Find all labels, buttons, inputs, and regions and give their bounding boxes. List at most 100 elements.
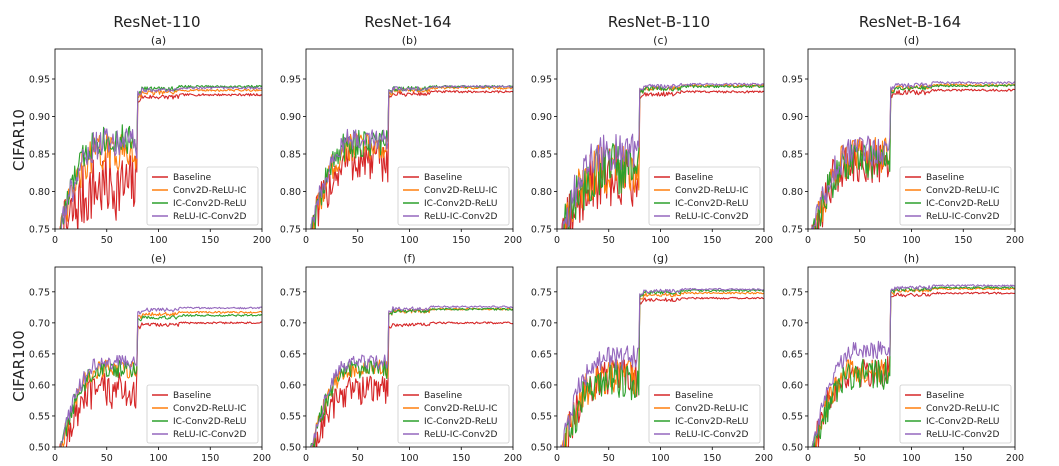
panel-label: (a) [151, 34, 166, 47]
legend: Baseline Conv2D-ReLU-IC IC-Conv2D-ReLU ReLU… [397, 166, 510, 226]
y-tick-label: 0.55 [29, 411, 50, 422]
series-line-relu-ic-conv2d [310, 305, 513, 447]
legend: Baseline Conv2D-ReLU-IC IC-Conv2D-ReLU ReLU… [397, 384, 510, 444]
legend-entry: Conv2D-ReLU-IC [424, 404, 497, 414]
y-tick-label: 0.50 [29, 443, 50, 454]
y-tick-label: 0.85 [531, 150, 552, 161]
legend-box [146, 384, 259, 444]
y-tick-label: 0.75 [29, 287, 50, 298]
legend-entry: IC-Conv2D-ReLU [173, 417, 246, 427]
legend: Baseline Conv2D-ReLU-IC IC-Conv2D-ReLU ReLU… [146, 384, 259, 444]
y-tick-label: 0.80 [782, 187, 803, 198]
series-line-relu-ic-conv2d [811, 81, 1015, 229]
series-line-relu-ic-conv2d [560, 287, 764, 447]
x-tick-label: 200 [1006, 235, 1024, 246]
series-line-relu-ic-conv2d [811, 284, 1015, 447]
x-tick-label: 50 [603, 235, 615, 246]
series-line-relu-ic-conv2d [562, 82, 764, 229]
x-tick-label: 0 [303, 453, 309, 464]
legend: Baseline Conv2D-ReLU-IC IC-Conv2D-ReLU ReLU… [648, 384, 761, 444]
y-tick-label: 0.90 [29, 112, 50, 123]
x-tick-label: 200 [755, 453, 773, 464]
series-line-baseline [312, 321, 513, 447]
series-line-baseline [312, 90, 513, 229]
series-line-baseline [811, 88, 1015, 229]
legend-entry: IC-Conv2D-ReLU [675, 417, 748, 427]
panel-f: (f) 0 50 100 150 200 0.50 0.55 0.60 0.65 0.70 0.75 B… [280, 252, 522, 464]
row-label-cifar100: CIFAR100 [10, 330, 28, 401]
y-tick-label: 0.55 [531, 411, 552, 422]
row-label-cifar10: CIFAR10 [10, 109, 28, 171]
y-tick-label: 0.65 [782, 349, 803, 360]
x-tick-label: 150 [452, 453, 470, 464]
legend-entry: Conv2D-ReLU-IC [926, 404, 999, 414]
y-tick-label: 0.60 [531, 380, 552, 391]
panel-label: (g) [653, 252, 669, 265]
column-title-1: ResNet-110 [113, 13, 200, 31]
y-tick-label: 0.50 [531, 443, 552, 454]
y-tick-label: 0.65 [531, 349, 552, 360]
legend-entry: Conv2D-ReLU-IC [424, 186, 497, 196]
legend-entry: ReLU-IC-Conv2D [424, 212, 498, 222]
y-tick-label: 0.60 [280, 380, 301, 391]
series-line-baseline [561, 90, 764, 229]
legend-entry: IC-Conv2D-ReLU [424, 417, 497, 427]
legend-box [899, 166, 1012, 226]
column-title-4: ResNet-B-164 [859, 13, 961, 31]
y-tick-label: 0.75 [280, 287, 301, 298]
x-tick-label: 0 [52, 453, 58, 464]
y-tick-label: 0.50 [782, 443, 803, 454]
legend-entry: IC-Conv2D-ReLU [675, 199, 748, 209]
series-line-ic-conv2d-relu [564, 289, 764, 447]
x-tick-label: 150 [954, 235, 972, 246]
y-tick-label: 0.60 [782, 380, 803, 391]
panel-label: (h) [904, 252, 920, 265]
legend-entry: IC-Conv2D-ReLU [173, 199, 246, 209]
series-line-relu-ic-conv2d [60, 306, 262, 447]
legend-entry: Conv2D-ReLU-IC [173, 186, 246, 196]
legend: Baseline Conv2D-ReLU-IC IC-Conv2D-ReLU ReLU… [899, 384, 1012, 444]
y-tick-label: 0.55 [280, 411, 301, 422]
legend-entry: Baseline [675, 391, 714, 401]
x-tick-label: 50 [603, 453, 615, 464]
legend-entry: Baseline [173, 391, 212, 401]
y-tick-label: 0.95 [280, 75, 301, 86]
series-line-ic-conv2d-relu [811, 286, 1015, 447]
legend-entry: Baseline [926, 173, 965, 183]
legend-box [146, 166, 259, 226]
x-tick-label: 200 [253, 235, 271, 246]
y-tick-label: 0.75 [782, 287, 803, 298]
y-tick-label: 0.85 [29, 150, 50, 161]
panel-e: (e) 0 50 100 150 200 0.50 0.55 0.60 0.65 0.70 0.75 B… [29, 252, 271, 464]
panel-label: (c) [653, 34, 668, 47]
x-tick-label: 200 [504, 453, 522, 464]
legend-entry: ReLU-IC-Conv2D [675, 430, 749, 440]
x-tick-label: 200 [504, 235, 522, 246]
x-tick-label: 0 [805, 235, 811, 246]
x-tick-label: 200 [755, 235, 773, 246]
legend-box [648, 166, 761, 226]
x-tick-label: 50 [352, 453, 364, 464]
legend-entry: ReLU-IC-Conv2D [173, 430, 247, 440]
y-tick-label: 0.85 [280, 150, 301, 161]
x-tick-label: 100 [651, 453, 669, 464]
panel-a: (a) 0 50 100 150 200 0.75 0.80 0.85 0.90 0.95 Basel… [29, 34, 271, 246]
x-tick-label: 50 [101, 235, 113, 246]
x-tick-label: 150 [452, 235, 470, 246]
legend: Baseline Conv2D-ReLU-IC IC-Conv2D-ReLU ReLU… [146, 166, 259, 226]
series-line-conv2d-relu-ic [561, 291, 764, 447]
legend-entry: Baseline [926, 391, 965, 401]
legend-box [397, 166, 510, 226]
x-tick-label: 0 [303, 235, 309, 246]
legend-entry: ReLU-IC-Conv2D [173, 212, 247, 222]
y-tick-label: 0.95 [531, 75, 552, 86]
y-tick-label: 0.70 [782, 318, 803, 329]
y-tick-label: 0.85 [782, 150, 803, 161]
y-tick-label: 0.65 [29, 349, 50, 360]
x-tick-label: 0 [554, 453, 560, 464]
column-title-2: ResNet-164 [364, 13, 451, 31]
y-tick-label: 0.75 [531, 225, 552, 236]
x-tick-label: 150 [201, 453, 219, 464]
legend-box [899, 384, 1012, 444]
